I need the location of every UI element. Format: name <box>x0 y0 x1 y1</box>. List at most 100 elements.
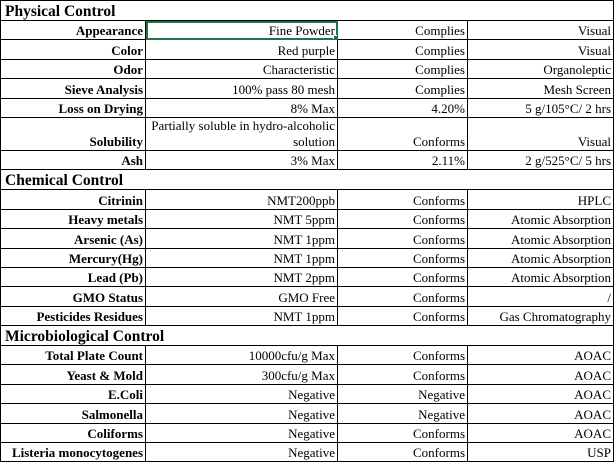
method-cell[interactable]: Visual <box>467 19 614 41</box>
item-cell[interactable]: Lead (Pb) <box>0 266 146 288</box>
specification-cell[interactable]: GMO Free <box>145 286 338 307</box>
specification-cell[interactable]: NMT200ppb <box>145 189 338 210</box>
specification-cell[interactable]: 10000cfu/g Max <box>145 345 338 366</box>
result-cell[interactable]: Conforms <box>337 422 468 444</box>
item-cell[interactable]: Ash <box>0 149 146 171</box>
method-cell[interactable]: HPLC <box>467 189 614 210</box>
section-title[interactable]: Chemical Control <box>0 169 614 191</box>
specification-cell-text: 10000cfu/g Max <box>248 348 335 364</box>
result-cell[interactable]: Negative <box>337 383 468 405</box>
item-cell[interactable]: GMO Status <box>0 286 146 307</box>
result-cell[interactable]: Conforms <box>337 305 468 327</box>
method-cell[interactable]: Atomic Absorption <box>467 266 614 288</box>
section-title[interactable]: Physical Control <box>0 0 614 21</box>
result-cell[interactable]: Conforms <box>337 364 468 385</box>
result-cell[interactable]: Conforms <box>337 247 468 268</box>
specification-cell[interactable]: Characteristic <box>145 58 338 80</box>
item-cell[interactable]: Sieve Analysis <box>0 78 146 99</box>
specification-cell[interactable]: Negative <box>145 442 338 462</box>
result-cell[interactable]: Complies <box>337 58 468 80</box>
method-cell[interactable]: AOAC <box>467 345 614 366</box>
item-cell[interactable]: Solubility <box>0 116 146 151</box>
fill-handle[interactable] <box>333 35 337 39</box>
method-cell[interactable]: Mesh Screen <box>467 78 614 99</box>
method-cell-text: / <box>607 289 611 305</box>
specification-cell-text: GMO Free <box>278 289 335 305</box>
method-cell[interactable]: Visual <box>467 116 614 151</box>
result-cell[interactable]: Complies <box>337 39 468 60</box>
item-cell[interactable]: Loss on Drying <box>0 97 146 118</box>
method-cell[interactable]: Atomic Absorption <box>467 228 614 249</box>
item-cell[interactable]: Heavy metals <box>0 208 146 230</box>
method-cell[interactable]: AOAC <box>467 403 614 424</box>
result-cell[interactable]: Conforms <box>337 442 468 462</box>
specification-cell[interactable]: 8% Max <box>145 97 338 118</box>
item-cell[interactable]: Coliforms <box>0 422 146 444</box>
specification-cell[interactable]: NMT 5ppm <box>145 208 338 230</box>
specification-cell-text: NMT 1ppm <box>273 250 335 266</box>
specification-cell[interactable]: NMT 1ppm <box>145 247 338 268</box>
method-cell[interactable]: AOAC <box>467 422 614 444</box>
result-cell[interactable]: Conforms <box>337 345 468 366</box>
result-cell[interactable]: Conforms <box>337 266 468 288</box>
result-cell[interactable]: 4.20% <box>337 97 468 118</box>
specification-cell[interactable]: Fine Powder <box>145 19 338 41</box>
method-cell[interactable]: USP <box>467 442 614 462</box>
specification-cell[interactable]: NMT 1ppm <box>145 305 338 327</box>
method-cell[interactable]: 2 g/525°C/ 5 hrs <box>467 149 614 171</box>
specification-cell[interactable]: Negative <box>145 383 338 405</box>
item-cell[interactable]: Appearance <box>0 19 146 41</box>
item-cell[interactable]: Listeria monocytogenes <box>0 442 146 462</box>
method-cell[interactable]: / <box>467 286 614 307</box>
item-cell[interactable]: Total Plate Count <box>0 345 146 366</box>
method-cell-text: Gas Chromatography <box>499 309 611 325</box>
specification-cell[interactable]: Partially soluble in hydro-alcoholic sol… <box>145 116 338 151</box>
item-cell-text: Pesticides Residues <box>36 309 143 325</box>
method-cell-text: Visual <box>577 133 611 149</box>
table-row: Citrinin NMT200ppb Conforms HPLC <box>0 189 614 210</box>
specification-cell[interactable]: NMT 1ppm <box>145 228 338 249</box>
result-cell[interactable]: Conforms <box>337 116 468 151</box>
item-cell[interactable]: Salmonella <box>0 403 146 424</box>
method-cell[interactable]: Atomic Absorption <box>467 247 614 268</box>
method-cell-text: Atomic Absorption <box>510 231 611 247</box>
specification-cell-text: Negative <box>288 445 335 461</box>
method-cell-text: 5 g/105°C/ 2 hrs <box>525 100 611 116</box>
item-cell[interactable]: Odor <box>0 58 146 80</box>
item-cell[interactable]: Citrinin <box>0 189 146 210</box>
method-cell[interactable]: Gas Chromatography <box>467 305 614 327</box>
result-cell[interactable]: Negative <box>337 403 468 424</box>
table-row: Color Red purple Complies Visual <box>0 39 614 60</box>
specification-cell[interactable]: 100% pass 80 mesh <box>145 78 338 99</box>
result-cell[interactable]: Complies <box>337 19 468 41</box>
specification-cell[interactable]: Negative <box>145 403 338 424</box>
item-cell[interactable]: Color <box>0 39 146 60</box>
result-cell[interactable]: Conforms <box>337 189 468 210</box>
item-cell[interactable]: Mercury(Hg) <box>0 247 146 268</box>
method-cell[interactable]: AOAC <box>467 383 614 405</box>
result-cell-text: Conforms <box>413 367 465 383</box>
item-cell-text: E.Coli <box>107 387 143 403</box>
specification-cell[interactable]: NMT 2ppm <box>145 266 338 288</box>
specification-cell-text: 100% pass 80 mesh <box>232 81 335 97</box>
specification-cell[interactable]: 300cfu/g Max <box>145 364 338 385</box>
specification-cell[interactable]: Negative <box>145 422 338 444</box>
method-cell[interactable]: AOAC <box>467 364 614 385</box>
item-cell[interactable]: E.Coli <box>0 383 146 405</box>
result-cell-text: Conforms <box>413 348 465 364</box>
item-cell[interactable]: Pesticides Residues <box>0 305 146 327</box>
result-cell[interactable]: Conforms <box>337 286 468 307</box>
result-cell[interactable]: Complies <box>337 78 468 99</box>
item-cell[interactable]: Arsenic (As) <box>0 228 146 249</box>
method-cell[interactable]: Atomic Absorption <box>467 208 614 230</box>
result-cell[interactable]: Conforms <box>337 208 468 230</box>
method-cell[interactable]: Visual <box>467 39 614 60</box>
method-cell[interactable]: 5 g/105°C/ 2 hrs <box>467 97 614 118</box>
result-cell[interactable]: Conforms <box>337 228 468 249</box>
item-cell[interactable]: Yeast & Mold <box>0 364 146 385</box>
specification-cell[interactable]: Red purple <box>145 39 338 60</box>
result-cell[interactable]: 2.11% <box>337 149 468 171</box>
section-title[interactable]: Microbiological Control <box>0 325 614 347</box>
specification-cell[interactable]: 3% Max <box>145 149 338 171</box>
method-cell[interactable]: Organoleptic <box>467 58 614 80</box>
